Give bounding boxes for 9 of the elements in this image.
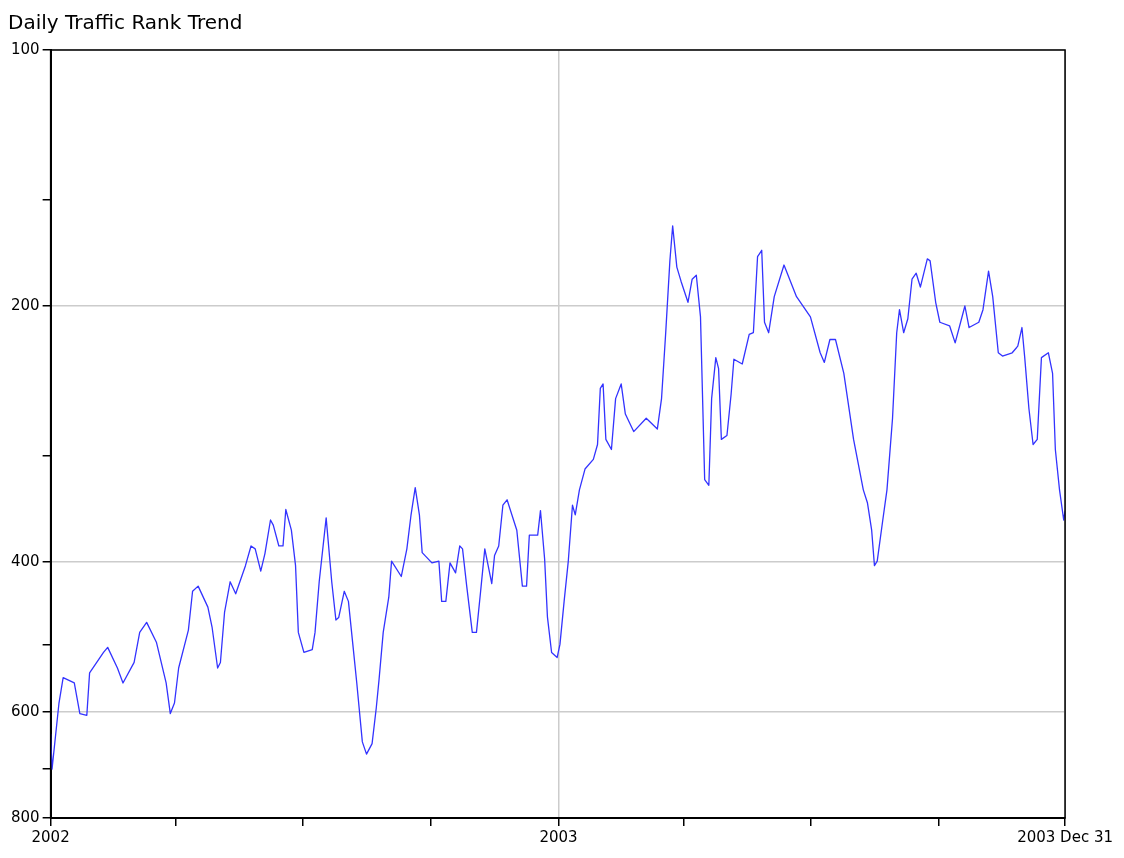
y-tick-label: 800 <box>10 807 40 826</box>
y-tick-label: 600 <box>10 701 40 720</box>
x-tick-label: 2003 <box>539 827 578 846</box>
chart-title: Daily Traffic Rank Trend <box>8 10 243 35</box>
y-tick-label: 200 <box>10 295 40 314</box>
y-tick-label: 100 <box>10 39 40 58</box>
y-tick-label: 400 <box>10 551 40 570</box>
x-tick-label: 2003 Dec 31 <box>1017 827 1113 846</box>
x-tick-label: 2002 <box>31 827 70 846</box>
